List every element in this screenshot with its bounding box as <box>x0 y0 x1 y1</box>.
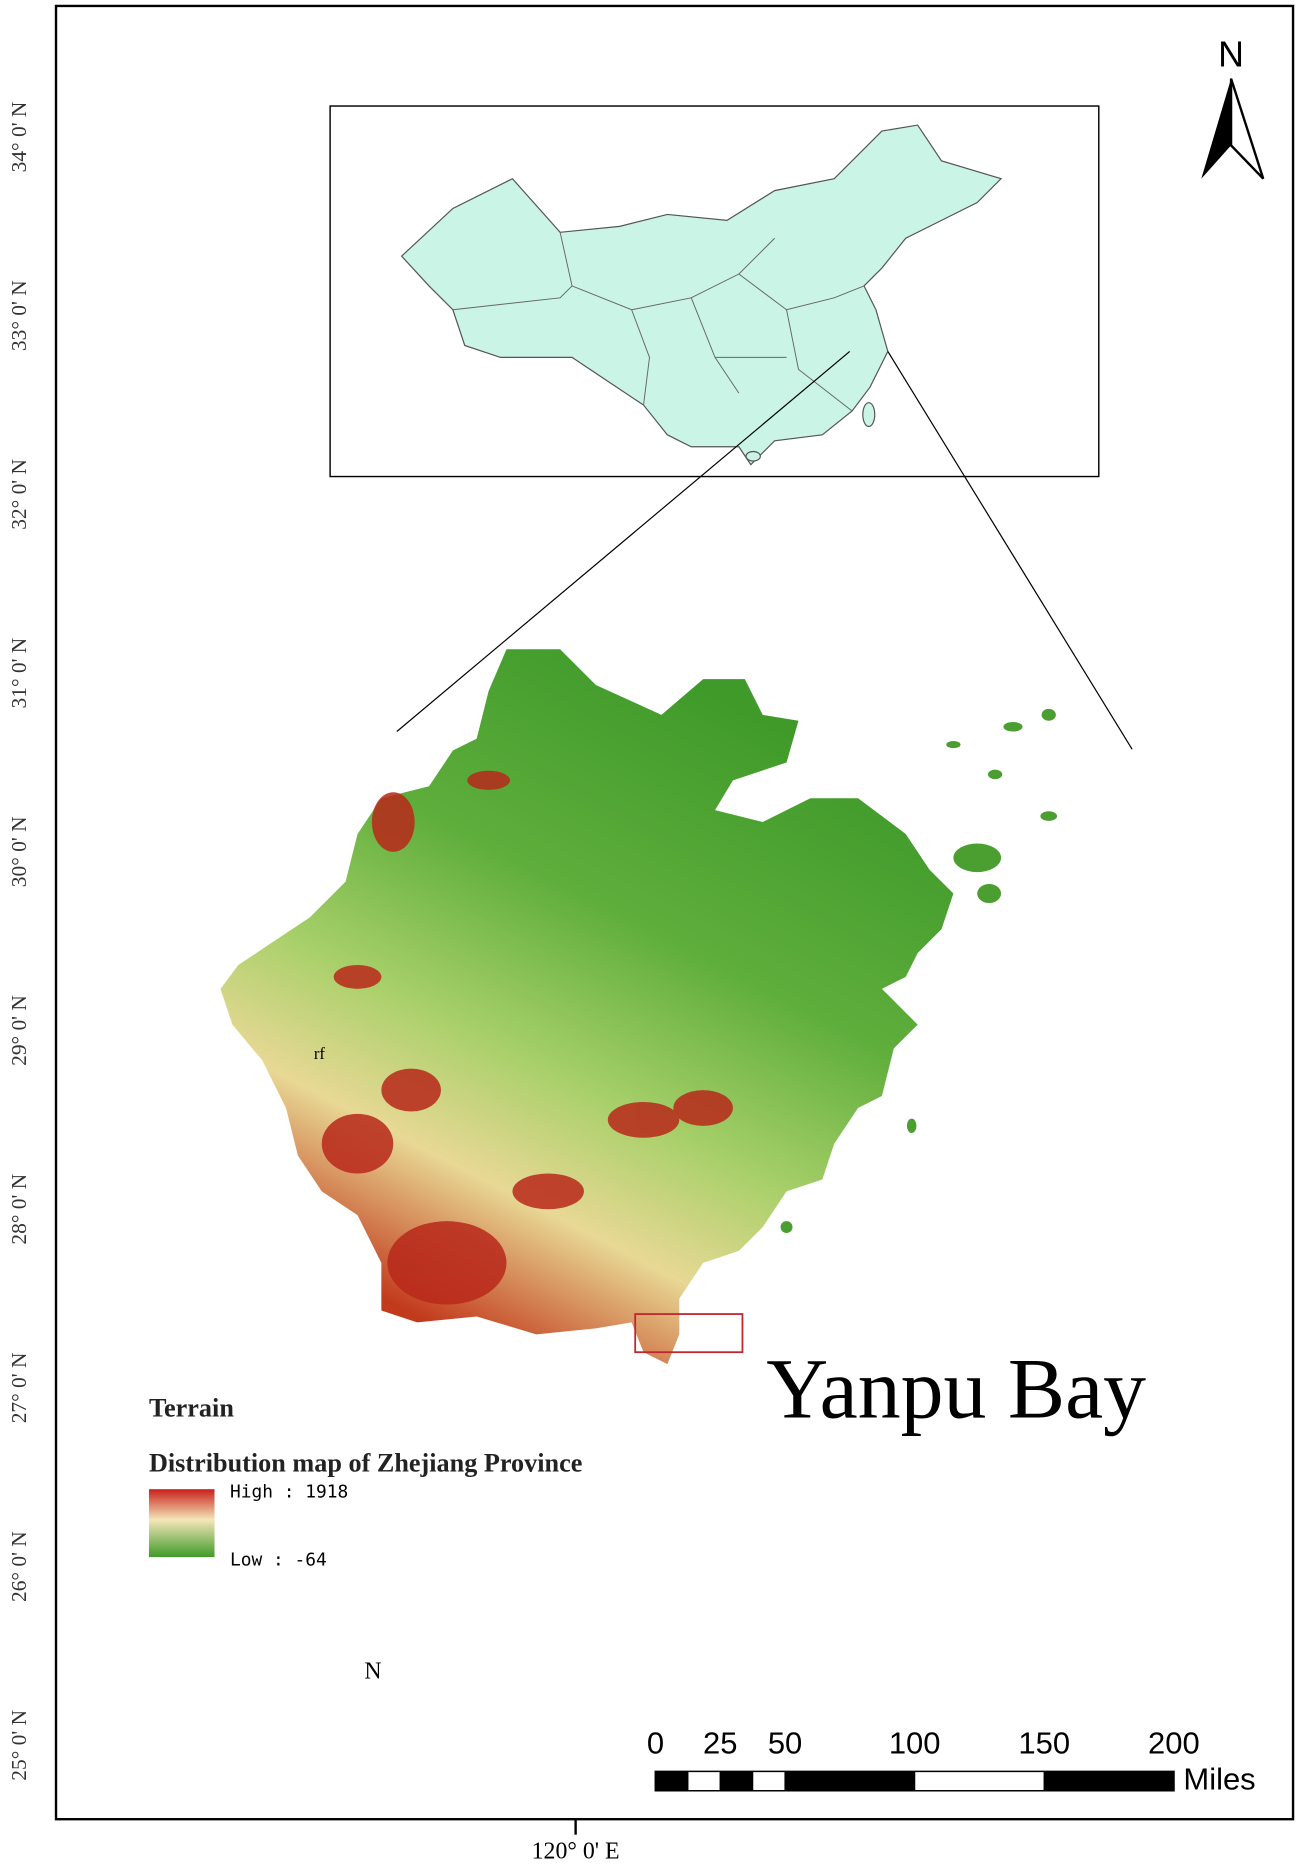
scale-bar-segment <box>654 1770 689 1792</box>
scale-tick-label: 25 <box>703 1726 737 1761</box>
scale-tick-label: 100 <box>889 1726 941 1761</box>
longitude-label: 120° 0' E <box>532 1839 620 1865</box>
legend-ramp <box>148 1489 215 1558</box>
scale-tick-label: 50 <box>768 1726 802 1761</box>
province-borders <box>452 232 865 412</box>
north-arrow <box>1201 78 1232 179</box>
zhejiang-terrain <box>220 649 954 1365</box>
place-label: rf <box>314 1044 326 1063</box>
scale-bar-segment <box>784 1770 916 1792</box>
legend-title: Terrain <box>149 1394 234 1423</box>
legend-low: Low : -64 <box>230 1549 327 1570</box>
legend-subtitle: Distribution map of Zhejiang Province <box>149 1448 582 1477</box>
latitude-label: 29° 0' N <box>7 995 31 1066</box>
north-label: N <box>1218 35 1244 75</box>
leader-line <box>396 350 851 732</box>
islands <box>780 708 1058 1234</box>
stray-label: N <box>364 1659 381 1685</box>
latitude-label: 28° 0' N <box>7 1174 31 1245</box>
scale-bar-segment <box>752 1770 786 1792</box>
scale-bar-segment <box>687 1770 721 1792</box>
taiwan <box>862 402 876 428</box>
latitude-label: 30° 0' N <box>7 816 31 887</box>
latitude-label: 26° 0' N <box>7 1531 31 1602</box>
scale-tick-label: 0 <box>647 1726 664 1761</box>
latitude-label: 31° 0' N <box>7 638 31 709</box>
hainan <box>745 450 761 462</box>
study-area-box <box>634 1313 744 1354</box>
scale-bar-segment <box>1043 1770 1175 1792</box>
scale-tick-label: 200 <box>1148 1726 1200 1761</box>
scale-bar-segment <box>914 1770 1045 1792</box>
scale-bar-segment <box>719 1770 754 1792</box>
latitude-label: 32° 0' N <box>7 459 31 530</box>
scale-unit: Miles <box>1183 1761 1255 1796</box>
highland-patches <box>321 770 733 1305</box>
scale-tick-label: 150 <box>1018 1726 1070 1761</box>
leader-line <box>887 351 1133 750</box>
china-outline <box>400 124 1003 466</box>
latitude-label: 27° 0' N <box>7 1353 31 1424</box>
legend-high: High : 1918 <box>230 1482 348 1503</box>
map-frame <box>54 4 1295 1821</box>
annotation: Yanpu Bay <box>766 1342 1146 1437</box>
inset-frame <box>329 105 1100 478</box>
north-arrow <box>1229 78 1265 180</box>
latitude-label: 33° 0' N <box>7 280 31 351</box>
latitude-label: 25° 0' N <box>7 1710 31 1781</box>
latitude-label: 34° 0' N <box>7 102 31 173</box>
